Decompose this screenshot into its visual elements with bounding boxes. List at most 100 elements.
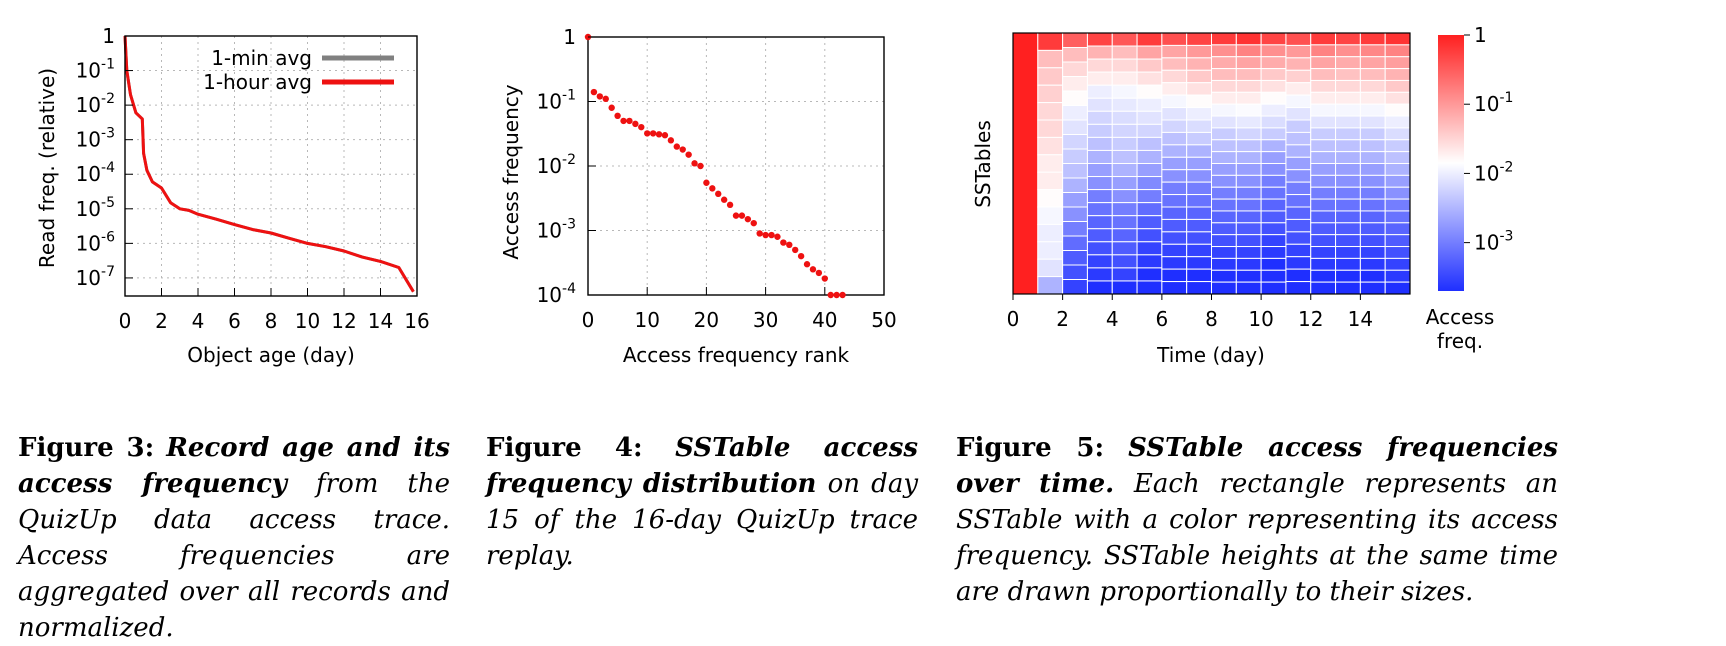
f5-sstable-cell	[1211, 281, 1237, 295]
f5-sstable-cell	[1235, 91, 1262, 105]
f5-sstable-cell	[1161, 231, 1188, 245]
f5-sstable-cell	[1359, 127, 1386, 141]
caption-figure-3: Figure 3: Record age and its access freq…	[18, 430, 450, 646]
f5-sstable-cell	[1260, 281, 1287, 295]
f5-sstable-cell	[1211, 269, 1237, 283]
f5-sstable-cell	[1111, 45, 1138, 60]
f5-colorbar-tick-label-exponent: -3	[1499, 229, 1513, 245]
f5-sstable-cell	[1186, 156, 1212, 171]
caption-4-label: Figure 4:	[486, 433, 643, 463]
f5-sstable-cell	[1384, 174, 1411, 188]
f5-sstable-cell	[1086, 280, 1113, 295]
f5-sstable-cell	[1136, 71, 1163, 86]
f4-grid	[587, 36, 885, 296]
f5-colorbar-tick-label: 10-1	[1474, 90, 1513, 116]
f5-colorbar-ticks: 110-110-210-3	[1464, 23, 1513, 255]
f3-y-tick-label-exponent: -7	[101, 264, 115, 280]
f5-sstable-cell	[1285, 256, 1312, 270]
f5-sstable-cell	[1285, 69, 1312, 84]
f3-y-tick-label: 10-7	[76, 264, 115, 290]
f5-sstable-cell	[1037, 119, 1064, 138]
f5-x-tick-label: 0	[1007, 307, 1020, 331]
f5-sstable-cell	[1384, 269, 1411, 283]
f5-sstable-cell	[1186, 131, 1212, 146]
f5-sstable-cell	[1310, 222, 1337, 236]
f5-sstable-cell	[1335, 186, 1361, 200]
f5-sstable-cell	[1037, 276, 1064, 295]
f5-sstable-cell	[1062, 250, 1088, 266]
f4-y-tick-label-exponent: -4	[562, 281, 576, 297]
f5-sstable-cell	[1186, 169, 1212, 183]
caption-figure-4: Figure 4: SSTable access frequency distr…	[486, 430, 918, 574]
f3-x-tick-label: 10	[295, 309, 320, 333]
f5-sstable-cell	[1136, 189, 1163, 204]
f5-sstable-cell	[1136, 58, 1163, 73]
f4-data-point	[644, 130, 651, 137]
f5-sstable-cell	[1012, 32, 1039, 295]
f5-sstable-cell	[1384, 115, 1411, 129]
f5-sstable-cell	[1335, 246, 1361, 259]
f5-sstable-cell	[1186, 57, 1212, 71]
f4-data-point	[780, 239, 787, 246]
f5-x-tick-label: 2	[1056, 307, 1069, 331]
f5-sstable-cell	[1310, 210, 1337, 224]
f4-y-tick-label-base: 10	[537, 154, 562, 178]
f5-sstable-cell	[1086, 163, 1113, 178]
f4-data-point	[626, 117, 633, 125]
f3-x-tick-label: 6	[228, 309, 241, 333]
f3-y-tick-label-exponent: -5	[101, 195, 115, 211]
f5-sstable-cell	[1235, 139, 1262, 153]
f5-sstable-cell	[1136, 202, 1163, 217]
f5-sstable-cell	[1235, 246, 1262, 259]
f4-data-point	[608, 104, 615, 111]
f5-sstable-cell	[1211, 210, 1237, 224]
f4-data-point	[768, 231, 775, 239]
f5-sstable-cell	[1235, 79, 1262, 93]
f4-data-point	[638, 123, 645, 131]
f5-sstable-cell	[1161, 107, 1188, 121]
f5-sstable-cell	[1384, 127, 1411, 141]
f5-sstable-cell	[1359, 186, 1386, 200]
f5-sstable-cell	[1384, 246, 1411, 259]
f3-legend-label-1hour: 1-hour avg	[203, 70, 312, 94]
f5-sstable-cell	[1384, 91, 1411, 105]
f5-sstable-cell	[1037, 189, 1064, 208]
f5-sstable-cell	[1161, 156, 1188, 171]
f5-sstable-cell	[1260, 44, 1287, 58]
f5-sstable-cell	[1161, 243, 1188, 258]
f5-sstable-cell	[1335, 79, 1361, 93]
f5-sstable-cell	[1211, 103, 1237, 117]
f5-sstable-cell	[1086, 228, 1113, 243]
f4-x-tick-label: 10	[634, 308, 659, 332]
f5-sstable-cell	[1285, 131, 1312, 146]
f5-sstable-cell	[1037, 206, 1064, 225]
f5-sstable-cell	[1161, 256, 1188, 270]
f5-sstable-cell	[1111, 110, 1138, 125]
f5-sstable-cell	[1186, 94, 1212, 109]
f5-sstable-cell	[1235, 103, 1262, 117]
f4-y-tick-label: 10-4	[537, 281, 577, 307]
f5-sstable-cell	[1260, 186, 1287, 200]
f5-colorbar-label-line2: freq.	[1437, 329, 1483, 353]
f5-sstable-cell	[1211, 56, 1237, 70]
f5-sstable-cell	[1136, 228, 1163, 243]
f4-data-point	[649, 130, 657, 137]
f5-sstable-cell	[1136, 32, 1163, 47]
f5-sstable-cell	[1136, 123, 1163, 138]
f5-sstable-cell	[1285, 243, 1312, 258]
f5-sstable-cell	[1310, 163, 1337, 176]
f4-data-point	[655, 131, 663, 138]
f5-sstable-cell	[1285, 194, 1312, 208]
f3-y-tick-label: 10-4	[76, 160, 116, 186]
f5-sstable-cell	[1161, 69, 1188, 84]
f5-sstable-cell	[1260, 234, 1287, 248]
f5-sstable-cell	[1211, 79, 1237, 93]
f3-y-tick-label-base: 10	[76, 59, 101, 83]
f5-sstable-cell	[1161, 268, 1188, 283]
f5-sstable-cell	[1111, 267, 1138, 282]
f5-colorbar-tick-label-base: 1	[1474, 23, 1487, 47]
f4-x-tick-label: 50	[871, 308, 896, 332]
f5-sstable-cell	[1186, 119, 1212, 133]
f5-sstable-cell	[1359, 115, 1386, 129]
f4-data-point	[703, 179, 710, 186]
